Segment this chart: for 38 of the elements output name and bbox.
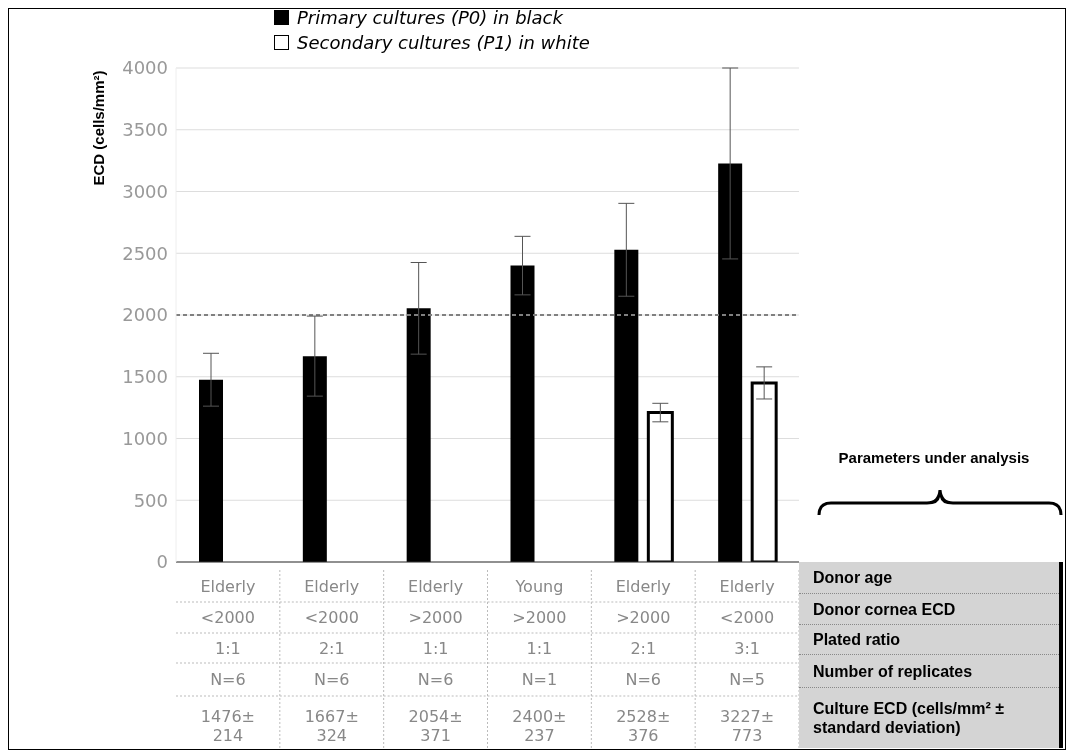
data-label: 3227± 773 — [720, 707, 775, 745]
data-label: 2528± 376 — [616, 707, 671, 745]
y-tick-label: 3500 — [122, 119, 168, 141]
y-tick-label: 1500 — [122, 366, 168, 388]
data-label: 2400± 237 — [512, 707, 567, 745]
legend-label: Secondary cultures (P1) in white — [297, 31, 590, 55]
y-tick-label: 1000 — [122, 427, 168, 449]
text: Plated ratio — [799, 625, 1059, 655]
text: Number of replicates — [799, 655, 1059, 688]
x-tick-label: Elderly <2000 3:1 N=5 — [719, 576, 775, 689]
x-tick-label: Elderly >2000 1:1 N=6 — [408, 576, 464, 689]
bar — [718, 163, 743, 562]
bar — [510, 265, 535, 562]
text: Donor age — [799, 562, 1059, 594]
text: Parameters under analysis — [837, 449, 1031, 467]
text: Culture ECD (cells/mm² ± standard deviation) — [812, 699, 1006, 738]
x-tick-label: Elderly <2000 2:1 N=6 — [304, 576, 360, 689]
y-tick-label: 2500 — [122, 242, 168, 264]
bar — [646, 411, 674, 562]
data-label: 1476± 214 — [200, 707, 255, 745]
text: Donor cornea ECD — [799, 594, 1059, 625]
bar — [199, 379, 223, 562]
bar — [302, 356, 327, 562]
y-tick-label: 2000 — [122, 304, 168, 326]
y-tick-label: 0 — [156, 551, 168, 573]
y-tick-label: 500 — [133, 489, 168, 511]
bar — [406, 308, 431, 562]
x-tick-label: Elderly <2000 1:1 N=6 — [200, 576, 256, 689]
y-axis-title: ECD (cells/mm²) — [90, 70, 107, 186]
x-tick-label: Young >2000 1:1 N=1 — [512, 576, 567, 689]
bar — [614, 249, 639, 562]
x-tick-label: Elderly >2000 2:1 N=6 — [615, 576, 671, 689]
bar — [750, 381, 778, 562]
legend-label: Primary cultures (P0) in black — [297, 6, 563, 30]
y-tick-label: 4000 — [122, 57, 168, 79]
data-label: 1667± 324 — [304, 707, 359, 745]
data-label: 2054± 371 — [408, 707, 463, 745]
y-tick-label: 3000 — [122, 180, 168, 202]
